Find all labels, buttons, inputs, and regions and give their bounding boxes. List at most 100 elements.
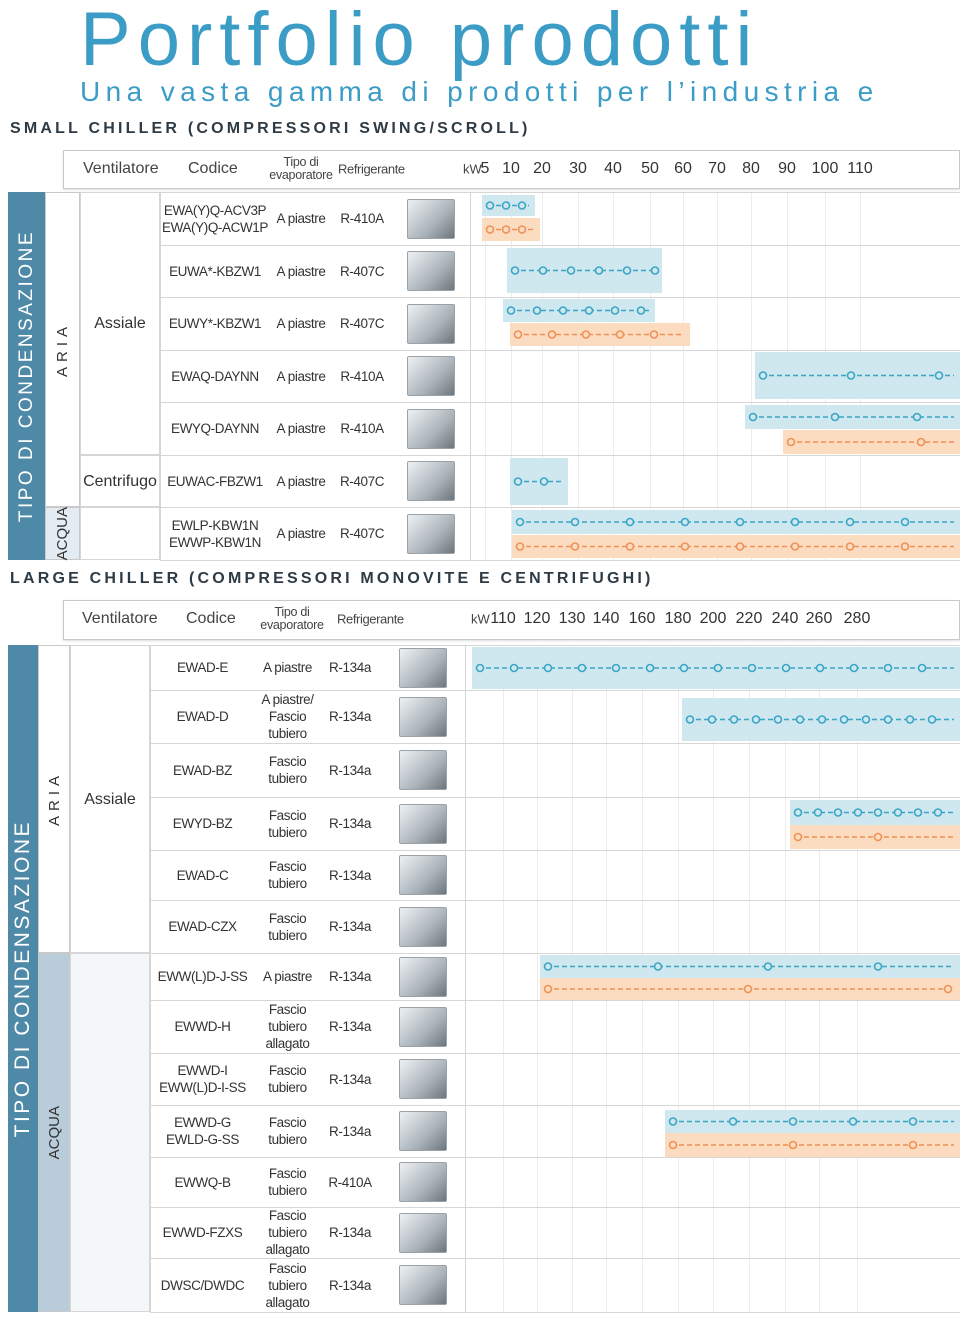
scale-label: 140 xyxy=(592,610,620,627)
range-dot xyxy=(943,984,953,994)
evaporator-type-line: tubiero xyxy=(268,876,307,891)
evaporator-type-line: A piastre xyxy=(276,421,326,436)
product-image xyxy=(398,855,447,895)
refrigerant: R-134a xyxy=(329,919,371,934)
range-band xyxy=(665,1110,960,1133)
refrigerant: R-407C xyxy=(339,263,385,279)
range-dot xyxy=(570,517,580,527)
row-line xyxy=(160,192,960,193)
product-code-line: EWAD-E xyxy=(176,660,229,675)
grid-line xyxy=(717,192,718,560)
row-line xyxy=(160,402,960,403)
product-code: EWAD-C xyxy=(150,850,255,900)
evaporator-type: Fascio tubiero xyxy=(255,1053,320,1105)
evaporator-type-line: tubiero xyxy=(268,824,307,840)
range-dot xyxy=(743,984,753,994)
range-dot xyxy=(558,306,568,315)
range-dot xyxy=(668,1117,678,1126)
evaporator-type: A piastre xyxy=(270,350,332,402)
range-dot xyxy=(510,266,520,275)
range-dot xyxy=(933,808,943,817)
range-dot xyxy=(636,306,646,315)
range-dot xyxy=(475,663,485,673)
range-dot xyxy=(538,266,548,275)
evaporator-type-line: Fascio xyxy=(268,859,307,874)
row-line xyxy=(150,1000,960,1001)
range-dot xyxy=(790,517,800,527)
scale-label: 10 xyxy=(502,159,520,177)
column-header: Tipo di evaporatore xyxy=(269,155,333,182)
range-dot xyxy=(873,832,883,842)
evaporator-type: A piastre xyxy=(255,645,320,690)
refrigerant: R-134a xyxy=(329,762,371,778)
row-line xyxy=(150,953,960,954)
range-dot xyxy=(830,412,840,422)
range-dot xyxy=(788,1117,798,1126)
scale-label: 80 xyxy=(742,159,760,177)
range-dot xyxy=(728,1117,738,1126)
refrigerant: R-134a xyxy=(329,660,371,675)
product-code-line: EWWD-H xyxy=(174,1019,231,1034)
range-dot xyxy=(707,715,717,724)
grid-line xyxy=(542,192,543,560)
product-code-line: EWAD-CZX xyxy=(168,919,237,934)
refrigerant: R-134a xyxy=(329,1277,371,1293)
range-dot xyxy=(685,715,695,724)
evaporator-type-line: Fascio xyxy=(268,910,307,926)
row-line xyxy=(150,1312,960,1313)
range-dot xyxy=(532,306,542,315)
range-dot xyxy=(485,225,495,234)
range-dot xyxy=(758,371,768,380)
evaporator-type-line: A piastre xyxy=(263,660,312,675)
refrigerant: R-134a xyxy=(329,709,371,724)
evaporator-type-line: Fascio xyxy=(268,1260,307,1276)
evaporator-type: Fascio tubiero xyxy=(255,743,320,797)
product-code-line: EWLD-G-SS xyxy=(166,1132,239,1147)
range-dot xyxy=(908,1117,918,1126)
range-dot xyxy=(900,542,910,551)
range-dot xyxy=(543,984,553,994)
product-code-line: EWWD-G xyxy=(174,1115,231,1130)
range-dot xyxy=(861,715,871,724)
grid-line xyxy=(537,645,538,1312)
product-image xyxy=(398,1212,447,1253)
evaporator-type-line: A piastre xyxy=(263,969,312,984)
product-code: EUWA*-KBZW1 xyxy=(160,245,270,297)
product-image xyxy=(398,956,447,997)
range-dot xyxy=(566,266,576,275)
evaporator-type-line: tubiero xyxy=(268,1183,307,1198)
range-dot xyxy=(790,542,800,551)
range-dot xyxy=(751,715,761,724)
column-header-line: evaporatore xyxy=(269,167,333,182)
range-dot xyxy=(622,266,632,275)
range-dot xyxy=(649,330,659,339)
range-dot xyxy=(501,225,511,234)
evaporator-type: A piastre xyxy=(270,192,332,245)
scale-label: 120 xyxy=(523,610,551,627)
column-header: Refrigerante xyxy=(337,611,404,627)
range-dot xyxy=(815,663,825,673)
scale-label: 280 xyxy=(843,610,871,627)
scale-label: 110 xyxy=(490,610,516,627)
product-image xyxy=(407,461,455,501)
range-dot xyxy=(845,542,855,551)
evaporator-type: A piastre/Fascio tubiero xyxy=(255,690,320,743)
section-title: LARGE CHILLER (COMPRESSORI MONOVITE E CE… xyxy=(10,570,654,587)
scale-label: 130 xyxy=(558,610,586,627)
product-image xyxy=(398,906,447,947)
range-dot xyxy=(729,715,739,724)
range-dot xyxy=(539,477,549,486)
range-dot xyxy=(788,1140,798,1150)
evaporator-type-line: tubiero xyxy=(268,1225,307,1240)
section-title: SMALL CHILLER (COMPRESSORI SWING/SCROLL) xyxy=(10,120,531,137)
product-code-line: EWYD-BZ xyxy=(172,816,233,831)
row-line xyxy=(150,743,960,744)
range-dot xyxy=(577,663,587,673)
product-image xyxy=(398,1265,447,1305)
evaporator-type-line: A piastre xyxy=(276,316,326,331)
row-line xyxy=(160,455,960,456)
range-dot xyxy=(747,663,757,673)
row-line xyxy=(150,1207,960,1208)
product-code-line: EWAQ-DAYNN xyxy=(171,368,259,384)
